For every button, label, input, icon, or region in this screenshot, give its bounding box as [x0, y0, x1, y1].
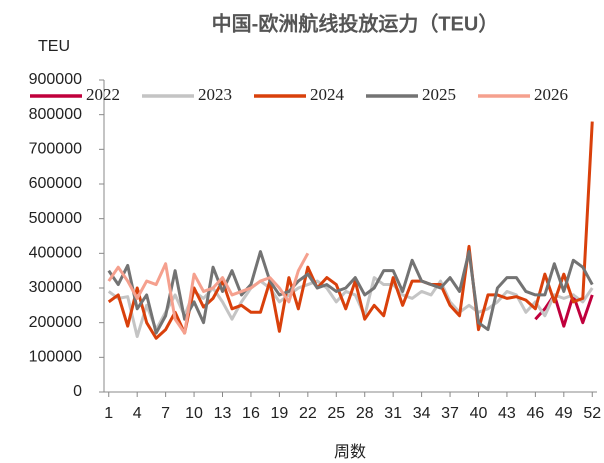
y-tick-label: 100000 [29, 349, 82, 366]
y-tick-label: 500000 [29, 210, 82, 227]
series-line [534, 293, 594, 328]
y-tick-label: 0 [73, 383, 82, 400]
y-tick-label: 700000 [29, 141, 82, 158]
y-tick-label: 400000 [29, 245, 82, 262]
y-tick-label: 200000 [29, 314, 82, 331]
chart-title: 中国-欧洲航线投放运力（TEU） [212, 11, 499, 35]
y-tick-label: 300000 [29, 279, 82, 296]
x-tick-label: 40 [470, 405, 488, 422]
x-tick-label: 1 [104, 405, 113, 422]
series-line [107, 252, 310, 335]
legend-label: 2022 [86, 85, 120, 104]
legend-label: 2024 [310, 85, 345, 104]
legend-label: 2026 [534, 85, 568, 104]
legend-label: 2025 [422, 85, 456, 104]
x-tick-label: 4 [133, 405, 142, 422]
x-tick-label: 25 [327, 405, 345, 422]
x-tick-label: 49 [555, 405, 573, 422]
x-tick-label: 52 [583, 405, 601, 422]
legend-label: 2023 [198, 85, 232, 104]
x-tick-label: 10 [185, 405, 203, 422]
y-tick-label: 900000 [29, 71, 82, 88]
x-tick-label: 34 [413, 405, 431, 422]
x-tick-label: 46 [526, 405, 544, 422]
x-tick-label: 43 [498, 405, 516, 422]
x-tick-label: 28 [356, 405, 374, 422]
x-tick-label: 13 [214, 405, 232, 422]
x-tick-label: 22 [299, 405, 317, 422]
x-tick-label: 16 [242, 405, 260, 422]
y-tick-label: 600000 [29, 175, 82, 192]
x-tick-label: 7 [161, 405, 170, 422]
x-tick-label: 37 [441, 405, 459, 422]
x-tick-label: 19 [270, 405, 288, 422]
y-axis-label: TEU [38, 38, 70, 55]
x-axis-label: 周数 [334, 443, 366, 461]
y-tick-label: 800000 [29, 106, 82, 123]
x-tick-label: 31 [384, 405, 402, 422]
